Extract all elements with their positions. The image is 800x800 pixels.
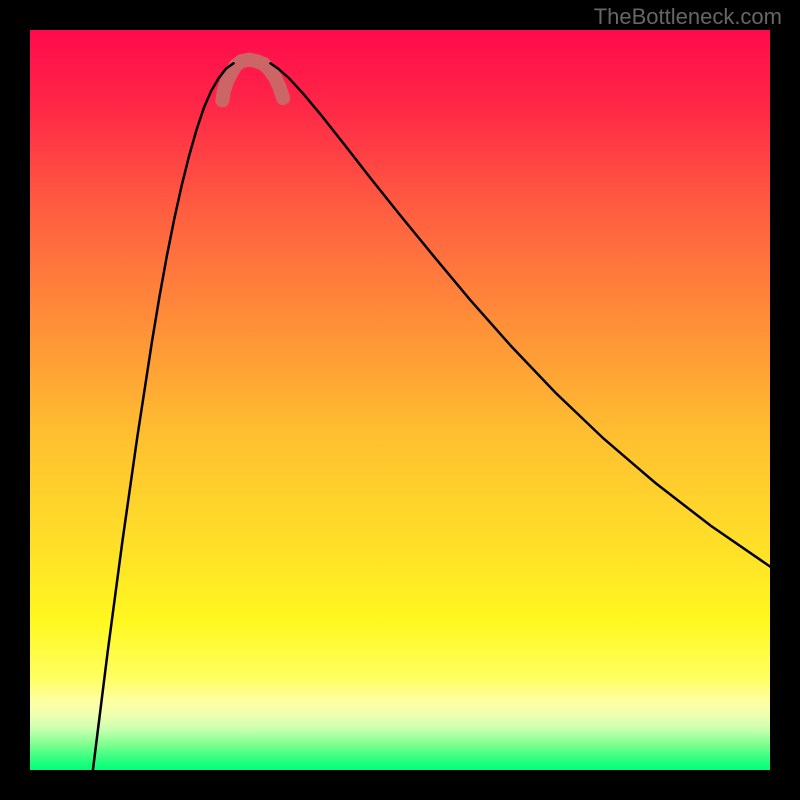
watermark-text: TheBottleneck.com xyxy=(594,4,782,30)
plot-area xyxy=(30,30,770,770)
chart-svg xyxy=(30,30,770,770)
chart-background xyxy=(30,30,770,770)
chart-container: TheBottleneck.com xyxy=(0,0,800,800)
